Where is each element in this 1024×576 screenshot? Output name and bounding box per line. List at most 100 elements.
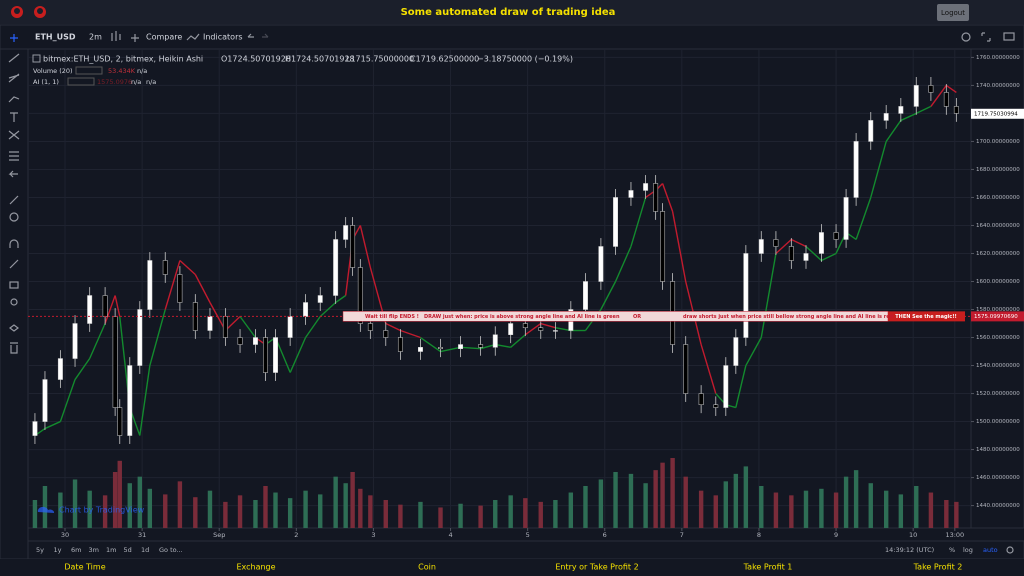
volume-bar: [112, 472, 118, 528]
y-tick-label: 1520.00000000: [976, 391, 1020, 397]
ai-line: [139, 365, 151, 436]
volume-bar: [383, 500, 388, 528]
ai-line: [59, 379, 76, 422]
volume-bar: [58, 492, 63, 528]
x-tick-label: 2: [294, 531, 298, 539]
range-button[interactable]: 3m: [89, 546, 99, 554]
volume-bar: [333, 476, 338, 528]
range-button[interactable]: 1m: [106, 546, 116, 554]
candle-body: [733, 337, 739, 366]
axis-settings[interactable]: [1006, 546, 1014, 554]
chart-type-icon[interactable]: [111, 31, 121, 41]
candle-body: [868, 120, 874, 142]
range-button[interactable]: 6m: [71, 546, 81, 554]
candle-body: [478, 344, 484, 348]
collapse-icon[interactable]: [32, 54, 41, 63]
clock: 14:39:12 (UTC): [885, 546, 934, 554]
symbol-button[interactable]: ETH_USD: [35, 33, 76, 42]
settings-icon[interactable]: [961, 32, 971, 42]
snapshot-icon[interactable]: [1003, 32, 1015, 41]
compare-button[interactable]: Compare: [146, 33, 182, 42]
range-button[interactable]: 5d: [124, 546, 132, 554]
volume-bar: [868, 483, 873, 528]
volume-bar: [398, 504, 403, 528]
volume-bar: [237, 495, 243, 528]
symbol-legend: bitmex:ETH_USD, 2, bitmex, Heikin Ashi: [43, 55, 203, 64]
redo-icon[interactable]: [262, 33, 269, 38]
undo-icon[interactable]: [247, 33, 254, 38]
volume-bar: [418, 501, 423, 528]
volume-bar: [653, 470, 658, 528]
x-tick-label: 7: [680, 531, 684, 539]
logout-label[interactable]: Logout: [941, 9, 965, 17]
candle-body: [162, 260, 168, 275]
annotation-text: DRAW just when: price is above strong an…: [424, 314, 620, 320]
volume-bar: [287, 498, 293, 528]
x-tick-label: 10: [909, 531, 917, 539]
interval-button[interactable]: 2m: [89, 33, 102, 42]
ai-line: [179, 259, 196, 276]
legend-buttons[interactable]: [75, 66, 103, 75]
y-tick-label: 1680.00000000: [976, 167, 1020, 173]
candle-body: [628, 190, 634, 198]
ai-line: [359, 225, 372, 268]
volume-bar: [670, 458, 675, 528]
legend-buttons[interactable]: [67, 77, 95, 86]
candle-body: [273, 337, 278, 373]
ai-line: [805, 245, 822, 262]
indicators-icon[interactable]: [186, 33, 200, 41]
candle-body: [72, 323, 78, 359]
compare-icon[interactable]: [131, 34, 139, 42]
volume-bar: [303, 490, 308, 528]
percent-toggle[interactable]: %: [949, 546, 955, 554]
watermark[interactable]: Chart by TradingView: [59, 506, 145, 515]
range-button[interactable]: 5y: [36, 546, 44, 554]
candle-body: [303, 302, 309, 317]
ai-line: [555, 327, 571, 332]
fullscreen-icon[interactable]: [981, 32, 991, 42]
ai-line: [900, 112, 917, 122]
candle-body: [943, 92, 949, 107]
logout-button[interactable]: Logout: [937, 4, 969, 21]
ai-line: [614, 246, 632, 282]
candle-body: [660, 211, 666, 282]
volume-bar: [759, 486, 764, 528]
candle-body: [508, 323, 514, 335]
ai-price-label: 1575.09970690: [974, 314, 1018, 320]
ai-line: [745, 337, 762, 366]
x-tick-label: 4: [448, 531, 452, 539]
goto-button[interactable]: Go to...: [159, 546, 183, 554]
indicators-button[interactable]: Indicators: [203, 33, 243, 42]
candle-body: [613, 197, 618, 247]
x-tick-label: 5: [526, 531, 530, 539]
y-tick-label: 1660.00000000: [976, 195, 1020, 201]
volume-bar: [613, 472, 618, 528]
volume-bar: [137, 476, 143, 528]
range-button[interactable]: 1d: [141, 546, 149, 554]
chart-pane: [27, 48, 972, 529]
candle-body: [253, 337, 258, 345]
candle-body: [350, 225, 356, 268]
ai-legend-name: AI (1, 1): [33, 78, 59, 86]
ai-line: [700, 344, 717, 394]
candle-body: [552, 330, 558, 332]
log-toggle[interactable]: log: [963, 546, 973, 554]
range-button[interactable]: 1y: [54, 546, 62, 554]
volume-bar: [954, 501, 959, 528]
y-tick-label: 1640.00000000: [976, 223, 1020, 229]
volume-bar: [553, 500, 558, 528]
candle-body: [117, 407, 123, 436]
ai-line: [760, 253, 777, 338]
auto-toggle[interactable]: auto: [983, 546, 998, 554]
footer: [0, 559, 1024, 576]
candle-body: [287, 316, 293, 338]
ai-line: [855, 197, 872, 240]
ai-line: [495, 343, 511, 349]
ai-line: [44, 420, 61, 430]
volume-bar: [117, 460, 122, 528]
drawing-tools[interactable]: [8, 34, 20, 354]
ohlc-high: H1724.50701928: [285, 55, 355, 64]
candle-body: [137, 309, 143, 366]
ai-line: [791, 238, 807, 248]
volume-bar: [883, 490, 889, 528]
